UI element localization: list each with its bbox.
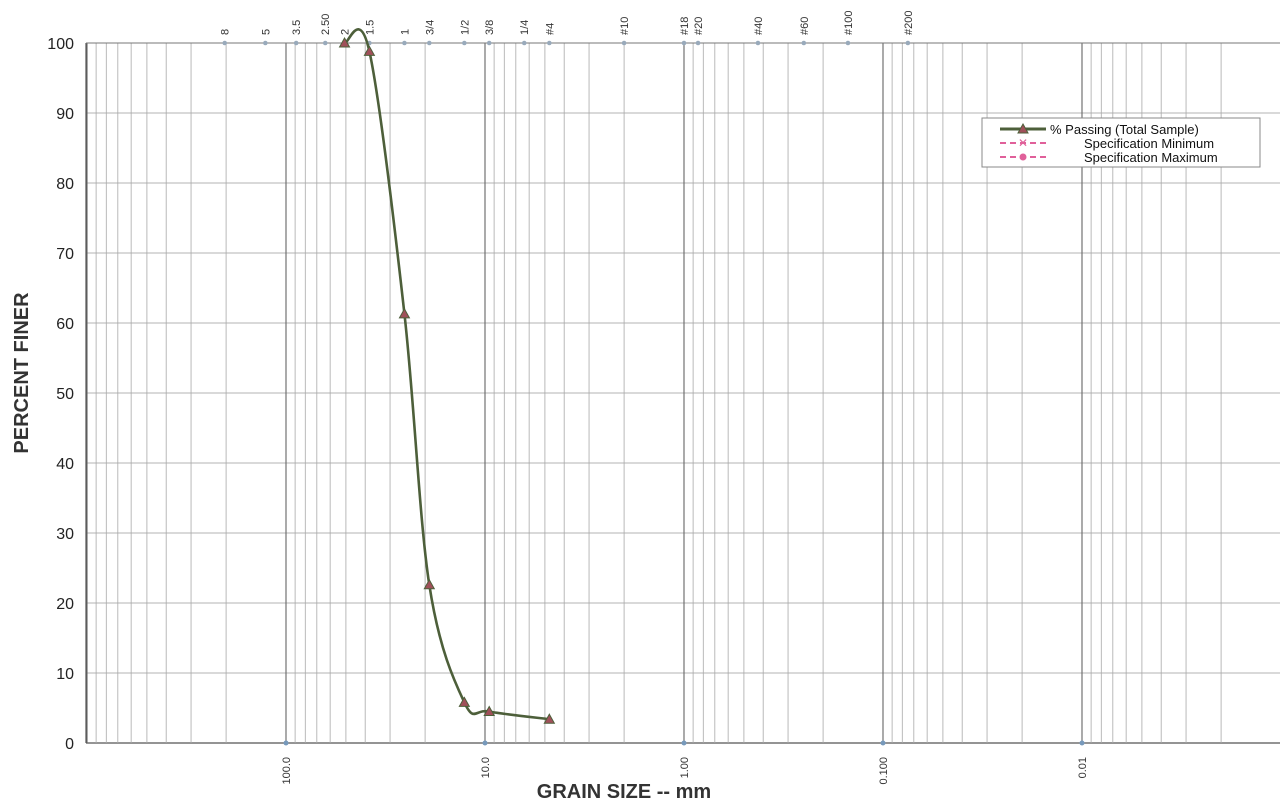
sieve-marker [621,40,627,46]
y-tick-label: 30 [56,526,74,543]
legend: % Passing (Total Sample) ✕ Specification… [981,117,1261,168]
y-tick-label: 80 [56,176,74,193]
sieve-marker [486,40,492,46]
legend-marker-x: ✕ [1018,136,1028,150]
y-tick-label: 10 [56,666,74,683]
sieve-marker [263,40,268,46]
sieve-label: 5 [260,29,272,35]
sieve-marker [293,40,299,46]
x-tick-marker [1079,740,1085,746]
y-tick-label: 100 [47,36,74,53]
x-axis-title: GRAIN SIZE -- mm [537,781,711,803]
x-tick-marker [482,740,488,746]
sieve-label: 3.5 [291,20,303,35]
data-point-triangle [338,36,351,48]
sieve-marker [755,40,761,46]
x-tick-label: 1.00 [679,757,691,778]
sieve-label: #60 [799,17,811,35]
sieve-label: 1/4 [519,20,531,35]
y-tick-label: 20 [56,596,74,613]
x-tick-label: 10.0 [480,757,492,778]
sieve-label: #200 [903,11,915,35]
y-tick-label: 60 [56,316,74,333]
x-tick-marker [681,740,687,746]
sieve-marker [695,40,701,46]
sieve-label: 3/4 [424,20,436,35]
sieve-marker [547,40,552,46]
series-line [343,28,550,721]
data-point-triangle [363,45,376,56]
sieve-marker [222,40,228,46]
x-tick-label: 100.0 [281,757,293,785]
legend-box [981,117,1261,168]
sieve-marker [462,40,467,46]
y-axis-title: PERCENT FINER [11,292,33,454]
legend-entry-total-sample: % Passing (Total Sample) [1000,122,1199,137]
sieve-label: 3/8 [484,20,496,35]
sieve-marker [322,40,328,46]
legend-label-spec-min: Specification Minimum [1084,136,1214,151]
sieve-label: #40 [753,17,765,35]
series-layer [338,28,556,724]
y-tick-label: 50 [56,386,74,403]
data-point-triangle [398,307,411,319]
sieve-marker [905,40,911,46]
legend-label-spec-max: Specification Maximum [1084,150,1218,165]
sieve-label: 2.50 [320,14,332,35]
legend-label-total-sample: % Passing (Total Sample) [1050,122,1199,137]
sieve-marker [427,40,432,46]
x-tick-marker [880,740,886,746]
sieve-label: #4 [544,23,556,35]
sieve-label: 1/2 [459,20,471,35]
y-tick-label: 70 [56,246,74,263]
y-tick-label: 90 [56,106,74,123]
legend-entry-spec-min: ✕ Specification Minimum [1000,136,1214,151]
sieve-marker [402,40,407,46]
y-tick-label: 0 [65,736,74,753]
x-tick-label: 0.100 [878,757,890,785]
sieve-label: #18 [679,17,691,35]
sieve-label: #20 [693,17,705,35]
sieve-marker [521,40,527,46]
sieve-label: 1.5 [364,20,376,35]
x-tick-label: 0.01 [1077,757,1089,778]
legend-entry-spec-max: Specification Maximum [1000,150,1218,165]
sieve-label: 8 [220,29,232,35]
data-point-triangle [458,696,471,707]
x-tick-marker [283,740,289,746]
legend-marker-triangle [1017,122,1029,134]
sieve-marker [801,40,807,46]
sieve-marker [845,40,851,46]
legend-marker-circle [1019,153,1027,161]
sieve-label: 1 [399,29,411,35]
sieve-label: #10 [619,17,631,35]
sieve-marker [681,40,687,46]
sieve-label: 2 [340,29,352,35]
data-point-triangle [423,578,436,590]
sieve-label: #100 [843,11,855,35]
data-point-triangle [483,705,496,716]
axes-layer: 0 10 20 30 40 50 60 70 80 90 100 100.0 10.0 1.00 0.100… [47,11,1280,785]
data-point-triangle [543,713,556,724]
y-tick-label: 40 [56,456,74,473]
